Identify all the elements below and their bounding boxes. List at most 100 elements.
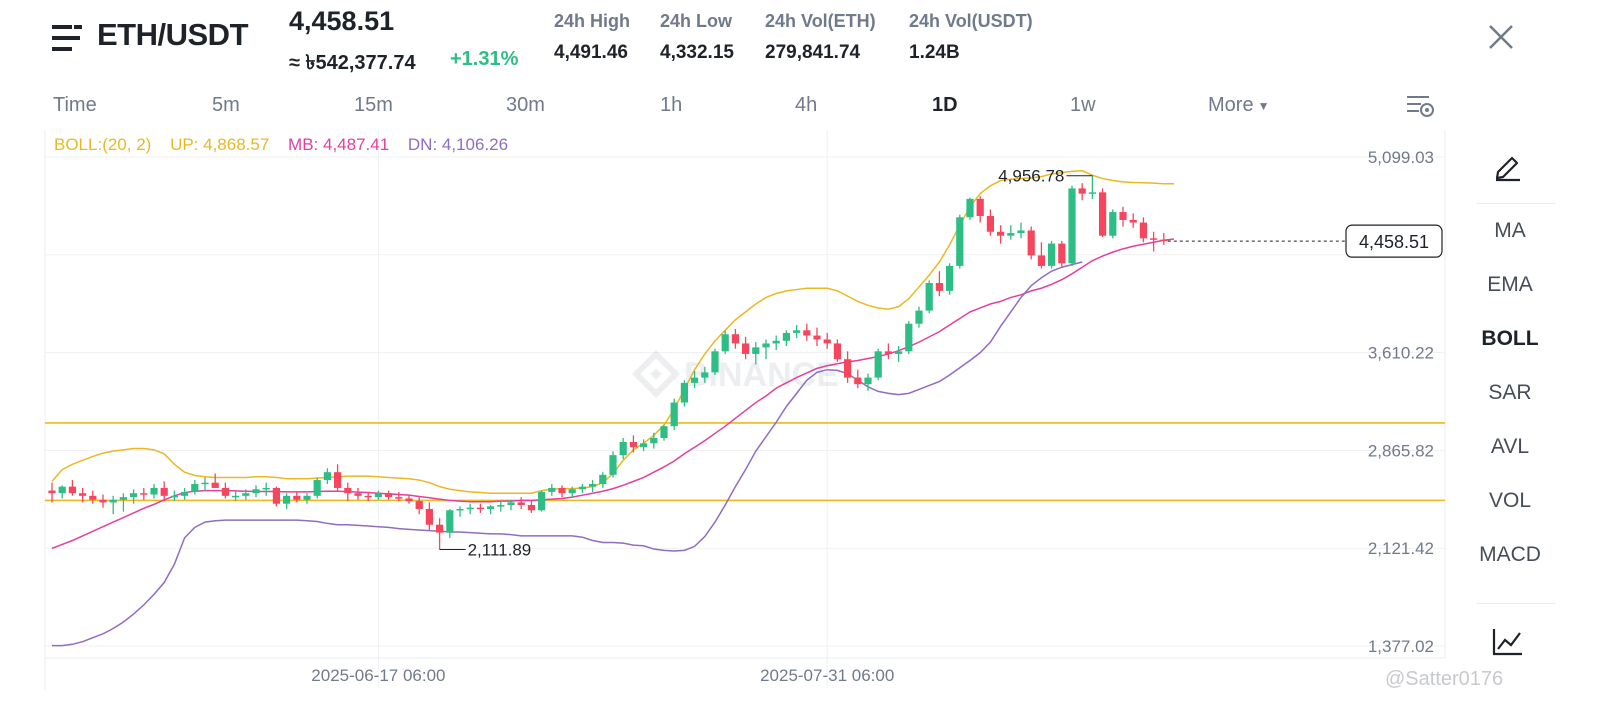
indicator-boll[interactable]: BOLL	[1481, 327, 1539, 350]
tab-1d[interactable]: 1D	[932, 94, 958, 116]
indicator-macd[interactable]: MACD	[1479, 543, 1541, 566]
stat-24h-vol-eth: 24h Vol(ETH) 279,841.74	[765, 11, 876, 64]
candle-body	[283, 495, 291, 504]
candle-body	[558, 487, 566, 494]
boll-mb-value: MB: 4,487.41	[288, 135, 390, 154]
candle-body	[1007, 233, 1015, 236]
menu-icon[interactable]	[52, 24, 82, 52]
candle-body	[864, 377, 872, 385]
candle	[680, 380, 688, 407]
candle	[374, 490, 382, 500]
candlestick-chart[interactable]: BINANCE 4,956.78 2,111.89 4,458.51 5,099.0…	[0, 125, 1460, 720]
candle	[1160, 233, 1168, 245]
candle-body	[548, 487, 556, 492]
candle-body	[140, 493, 148, 495]
indicator-ma[interactable]: MA	[1494, 219, 1526, 242]
candle	[660, 424, 668, 441]
close-icon[interactable]	[1486, 22, 1516, 52]
candle	[1088, 175, 1096, 199]
candle-body	[711, 351, 719, 373]
candle	[691, 371, 699, 389]
candle-body	[986, 215, 994, 232]
tab-1w[interactable]: 1w	[1070, 94, 1096, 116]
candle-body	[895, 351, 903, 354]
candle-body	[640, 443, 648, 448]
candle-body	[823, 339, 831, 344]
candle-body	[170, 495, 178, 498]
candle	[986, 209, 994, 236]
tab-5m[interactable]: 5m	[212, 94, 240, 116]
stat-value: 279,841.74	[765, 42, 861, 63]
candle-body	[538, 491, 546, 511]
candle	[303, 493, 311, 504]
candle	[211, 473, 219, 488]
candle	[436, 518, 444, 550]
candle	[670, 398, 678, 431]
candle-body	[609, 455, 617, 475]
candle-body	[1160, 239, 1168, 242]
candle-body	[742, 343, 750, 354]
stat-label: 24h Low	[660, 11, 733, 31]
candle	[252, 485, 260, 498]
candle-body	[119, 497, 127, 500]
candle	[895, 346, 903, 362]
candle-body	[395, 497, 403, 499]
candle	[701, 367, 709, 383]
candle	[568, 486, 576, 498]
tab-30m[interactable]: 30m	[506, 94, 545, 116]
indicator-chart-icon[interactable]	[1492, 627, 1524, 657]
indicator-vol[interactable]: VOL	[1488, 489, 1532, 512]
candle-body	[58, 486, 66, 494]
candle	[415, 497, 423, 515]
candle	[1109, 209, 1117, 239]
candle	[507, 499, 515, 511]
candle-body	[415, 501, 423, 509]
candle-body	[191, 484, 199, 492]
candle	[89, 490, 97, 504]
candle-body	[833, 343, 841, 360]
candle-body	[752, 347, 760, 354]
candle	[925, 280, 933, 314]
candle	[334, 464, 342, 491]
candle	[181, 487, 189, 500]
indicator-sar[interactable]: SAR	[1488, 381, 1532, 404]
candle	[160, 481, 168, 502]
x-tick-label: 2025-06-17 06:00	[311, 666, 445, 685]
price-change-percent: +1.31%	[450, 48, 519, 70]
chart-settings-icon[interactable]	[1405, 92, 1435, 120]
tab-4h[interactable]: 4h	[795, 94, 818, 116]
candle-body	[793, 330, 801, 333]
candle-body	[844, 359, 852, 378]
candle-body	[507, 502, 515, 506]
candle-body	[701, 372, 709, 378]
candle	[405, 494, 413, 504]
candle-body	[232, 495, 240, 498]
draw-pencil-icon[interactable]	[1492, 150, 1524, 182]
candle	[68, 480, 76, 496]
candle-body	[997, 231, 1005, 236]
candle	[170, 490, 178, 502]
candle	[140, 487, 148, 500]
candle-body	[629, 441, 637, 448]
trading-pair[interactable]: ETH/USDT	[97, 17, 249, 52]
candle	[599, 472, 607, 488]
tab-15m[interactable]: 15m	[354, 94, 393, 116]
tab-more-label: More	[1208, 94, 1254, 116]
chart-grid	[44, 130, 1446, 690]
candle	[752, 342, 760, 365]
candle	[538, 490, 546, 512]
candle	[395, 491, 403, 502]
tab-time[interactable]: Time	[53, 94, 97, 116]
tab-1h[interactable]: 1h	[660, 94, 683, 116]
tab-more[interactable]: More ▼	[1208, 94, 1269, 117]
candle-body	[313, 480, 321, 496]
candle	[130, 489, 138, 504]
indicator-ema[interactable]: EMA	[1487, 273, 1533, 296]
sidebar-divider	[1476, 203, 1556, 204]
indicator-avl[interactable]: AVL	[1490, 435, 1530, 458]
indicator-sidebar: MA EMA BOLL SAR AVL VOL MACD	[1470, 140, 1600, 660]
candle-body	[221, 487, 229, 496]
candle-body	[68, 486, 76, 494]
boll-dn-value: DN: 4,106.26	[407, 135, 509, 154]
candle-body	[79, 493, 87, 496]
